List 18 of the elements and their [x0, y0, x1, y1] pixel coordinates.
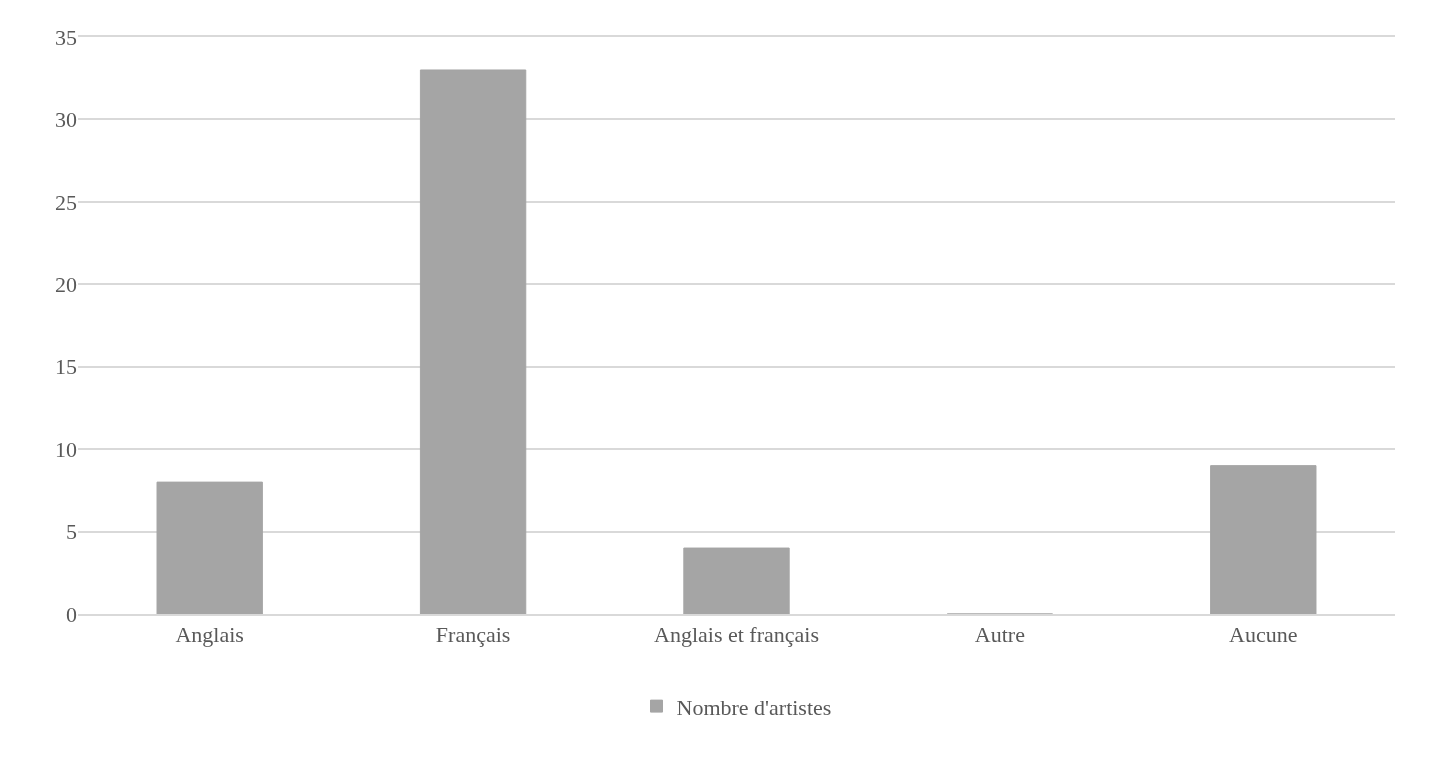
- y-tick-label: 30: [55, 107, 77, 133]
- y-tick-label: 10: [55, 436, 77, 462]
- y-tick-label: 5: [66, 519, 77, 545]
- bar: [1210, 465, 1317, 614]
- x-tick-label: Anglais et français: [654, 622, 819, 648]
- y-tick-label: 35: [55, 24, 77, 50]
- y-tick-label: 20: [55, 271, 77, 297]
- bar: [683, 547, 790, 614]
- x-tick-label: Aucune: [1229, 622, 1298, 648]
- x-tick-label: Autre: [974, 622, 1025, 648]
- y-tick-label: 15: [55, 354, 77, 380]
- bar: [156, 481, 263, 614]
- y-tick-label: 0: [66, 601, 77, 627]
- y-tick-label: 25: [55, 189, 77, 215]
- x-tick-label: Anglais: [175, 622, 244, 648]
- legend-label: Nombre d'artistes: [676, 694, 832, 720]
- bar: [419, 69, 527, 614]
- x-tick-label: Français: [435, 622, 511, 648]
